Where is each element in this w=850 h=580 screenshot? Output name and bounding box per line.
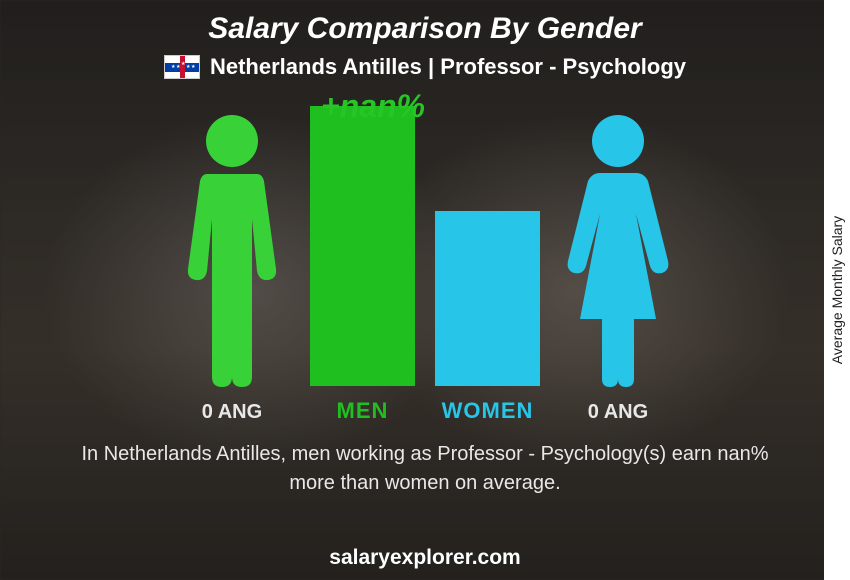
subtitle: Netherlands Antilles | Professor - Psych…	[210, 54, 686, 80]
men-icon-wrap: 0 ANG	[172, 109, 292, 424]
men-bar-label: MEN	[337, 398, 389, 424]
page-title: Salary Comparison By Gender	[208, 12, 641, 46]
men-column: 0 ANG MEN	[172, 106, 415, 424]
separator: |	[422, 54, 440, 79]
male-icon	[172, 109, 292, 389]
flag-icon: ★ ★ ★ ★ ★	[164, 55, 200, 79]
side-axis-label: Average Monthly Salary	[829, 216, 845, 364]
chart-area: +nan% 0 ANG MEN	[115, 94, 735, 424]
women-bar-label: WOMEN	[442, 398, 534, 424]
percentage-diff-label: +nan%	[321, 88, 425, 125]
men-bar-wrap: MEN	[310, 106, 415, 424]
female-icon	[558, 109, 678, 389]
job-title: Professor - Psychology	[440, 54, 686, 79]
women-icon-wrap: 0 ANG	[558, 109, 678, 424]
men-bar	[310, 106, 415, 386]
side-axis: Average Monthly Salary	[824, 0, 850, 580]
women-bar-wrap: WOMEN	[435, 211, 540, 424]
women-column: 0 ANG WOMEN	[435, 109, 678, 424]
summary-text: In Netherlands Antilles, men working as …	[65, 440, 785, 498]
women-value: 0 ANG	[588, 401, 648, 424]
men-value: 0 ANG	[202, 401, 262, 424]
footer-site: salaryexplorer.com	[0, 546, 850, 570]
infographic-content: Salary Comparison By Gender ★ ★ ★ ★ ★ Ne…	[0, 0, 850, 580]
women-bar	[435, 211, 540, 386]
country-name: Netherlands Antilles	[210, 54, 422, 79]
subtitle-row: ★ ★ ★ ★ ★ Netherlands Antilles | Profess…	[164, 54, 686, 80]
